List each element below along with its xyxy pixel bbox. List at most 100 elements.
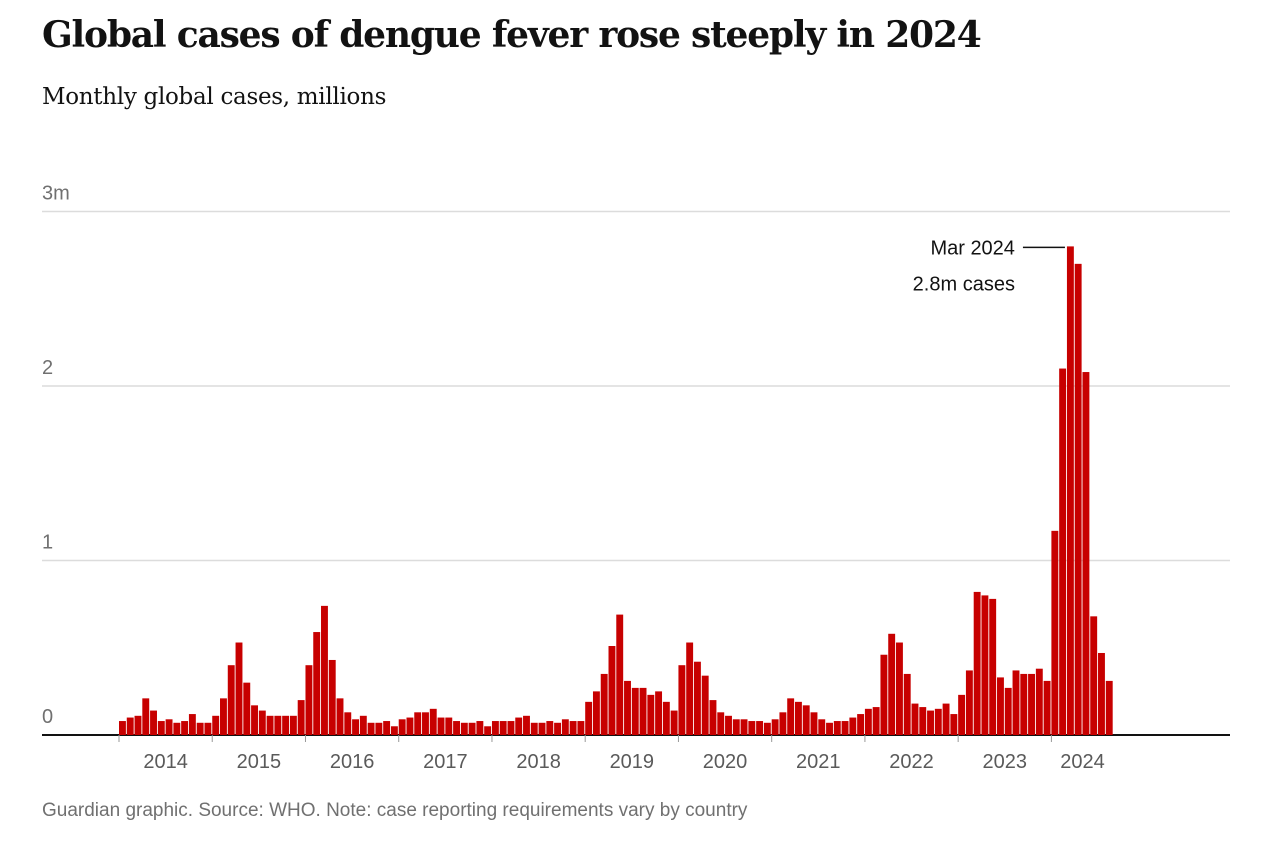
y-tick-label: 0	[42, 706, 53, 728]
annotation-label: Mar 2024	[930, 237, 1015, 259]
bar	[725, 715, 732, 735]
bar	[453, 721, 461, 735]
bar	[134, 715, 142, 735]
y-axis: 0 1 2 3m	[42, 183, 70, 729]
bar	[546, 721, 554, 735]
bar	[422, 712, 429, 735]
bar	[429, 708, 437, 735]
bar	[437, 717, 445, 735]
bar	[631, 687, 639, 735]
bar	[592, 691, 600, 735]
x-tick-label: 2015	[237, 751, 282, 773]
bar	[981, 595, 989, 735]
bar	[779, 712, 787, 735]
bar	[997, 677, 1004, 735]
bar	[305, 665, 313, 735]
bar	[188, 714, 196, 735]
bar	[375, 722, 383, 735]
source-note: Guardian graphic. Source: WHO. Note: cas…	[42, 800, 748, 821]
bar	[616, 614, 624, 735]
bar	[313, 632, 321, 735]
bar	[841, 721, 849, 735]
bar	[538, 722, 546, 735]
bar	[352, 719, 359, 735]
bar	[686, 642, 694, 735]
bar	[1059, 368, 1067, 735]
bar	[647, 694, 655, 735]
bar	[227, 665, 235, 735]
bar	[383, 721, 391, 735]
bar	[857, 714, 865, 735]
bar	[344, 712, 352, 735]
bar	[903, 673, 911, 735]
bar	[266, 715, 274, 735]
bar-chart: 2014 2015 2016 2017 2018 2019 2020 2021 2022 2023…	[42, 183, 1230, 773]
bar	[896, 642, 903, 735]
bar	[196, 722, 204, 735]
bar	[499, 721, 507, 735]
bar	[445, 717, 453, 735]
bar	[1098, 652, 1105, 735]
bar	[732, 719, 740, 735]
bar	[251, 705, 258, 735]
bar	[624, 680, 631, 735]
bars	[119, 246, 1113, 735]
bar	[950, 714, 958, 735]
bar	[1051, 530, 1059, 735]
x-tick-label: 2019	[610, 751, 655, 773]
bar	[1028, 673, 1035, 735]
bar	[771, 719, 779, 735]
bar	[1020, 673, 1028, 735]
bar	[561, 719, 569, 735]
bar	[577, 721, 585, 735]
bar	[1105, 680, 1113, 735]
x-tick-label: 2023	[983, 751, 1028, 773]
bar	[491, 721, 499, 735]
bar	[119, 721, 126, 735]
bar	[484, 726, 492, 735]
bar	[507, 721, 515, 735]
bar	[367, 722, 375, 735]
bar	[872, 707, 880, 735]
bar	[468, 722, 476, 735]
x-tick-label: 2014	[143, 751, 188, 773]
x-tick-label: 2018	[516, 751, 561, 773]
bar	[150, 710, 157, 735]
annotation-value: 2.8m cases	[913, 273, 1015, 295]
bar	[802, 705, 810, 735]
bar	[818, 719, 826, 735]
bar	[204, 722, 212, 735]
chart-title: Global cases of dengue fever rose steepl…	[42, 14, 982, 56]
bar	[748, 721, 756, 735]
bar	[297, 700, 305, 735]
bar	[585, 701, 593, 735]
bar	[212, 715, 220, 735]
bar	[608, 646, 616, 735]
bar	[1066, 246, 1074, 735]
bar	[655, 691, 663, 735]
bar	[530, 722, 538, 735]
bar	[756, 721, 764, 735]
bar	[235, 642, 243, 735]
bar	[709, 700, 717, 735]
bar	[142, 698, 150, 735]
bar	[670, 710, 678, 735]
bar	[554, 722, 562, 735]
x-tick-label: 2016	[330, 751, 375, 773]
bar	[810, 712, 818, 735]
bar	[958, 694, 966, 735]
bar	[973, 591, 981, 735]
bar	[336, 698, 344, 735]
x-tick-label: 2020	[703, 751, 748, 773]
bar	[220, 698, 227, 735]
y-tick-label: 1	[42, 532, 53, 554]
bar	[911, 703, 919, 735]
bar	[1035, 668, 1043, 735]
annotations: Mar 2024 2.8m cases	[913, 237, 1065, 295]
bar	[942, 703, 950, 735]
bar	[390, 726, 398, 735]
bar	[965, 670, 973, 735]
bar	[934, 708, 942, 735]
x-tick-label: 2024	[1060, 751, 1105, 773]
bar	[165, 719, 173, 735]
